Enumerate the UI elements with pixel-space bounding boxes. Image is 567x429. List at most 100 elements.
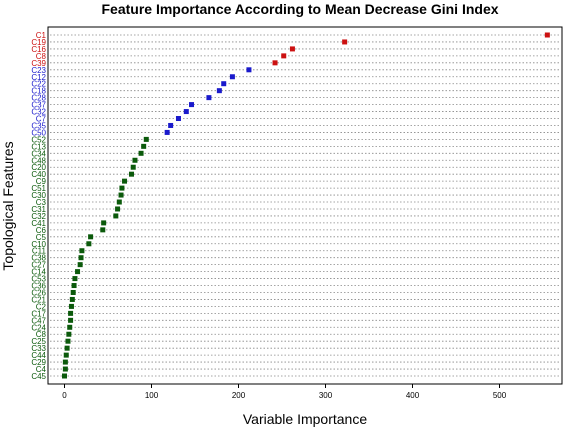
- data-point: [77, 262, 83, 268]
- category-label: C26: [31, 288, 46, 297]
- data-point: [544, 32, 550, 38]
- category-label: C25: [31, 337, 46, 346]
- data-point: [183, 109, 189, 115]
- category-label: C52: [31, 135, 46, 144]
- category-label: C11: [32, 247, 47, 256]
- data-point: [115, 206, 121, 212]
- category-label: C16: [31, 45, 46, 54]
- data-point: [189, 102, 195, 108]
- data-point: [246, 67, 252, 73]
- grid-lines: [50, 34, 560, 377]
- category-label: C29: [31, 358, 46, 367]
- category-label: C39: [31, 59, 46, 68]
- x-tick-label: 400: [406, 391, 420, 400]
- data-point: [132, 157, 138, 163]
- data-point: [281, 53, 287, 59]
- category-label: C36: [31, 282, 46, 291]
- category-label: C18: [31, 87, 46, 96]
- data-point: [122, 178, 128, 184]
- category-label: C14: [31, 268, 46, 277]
- y-axis-label: Topological Features: [0, 141, 16, 270]
- data-point: [216, 88, 222, 94]
- category-label: C8: [36, 52, 47, 61]
- data-point: [116, 199, 122, 205]
- data-point: [143, 136, 149, 142]
- data-point: [113, 213, 119, 219]
- data-point: [289, 46, 295, 52]
- data-point: [62, 359, 68, 365]
- category-label: C41: [31, 219, 46, 228]
- data-point: [68, 303, 74, 309]
- data-point: [86, 241, 92, 247]
- category-label: C7: [36, 115, 47, 124]
- data-point: [64, 345, 70, 351]
- y-axis-category-labels: C1C19C16C8C39C23C12C22C18C28C37C32C7C35C…: [31, 31, 46, 381]
- category-label: C34: [31, 149, 46, 158]
- category-label: C22: [31, 80, 46, 89]
- data-point: [168, 122, 174, 128]
- data-point: [62, 366, 68, 372]
- data-point: [175, 116, 181, 122]
- x-tick-label: 0: [62, 391, 67, 400]
- data-point: [164, 129, 170, 135]
- category-label: C35: [31, 121, 46, 130]
- x-tick-label: 500: [493, 391, 507, 400]
- category-label: C6: [36, 226, 47, 235]
- chart-title: Feature Importance According to Mean Dec…: [101, 1, 498, 17]
- category-label: C17: [31, 309, 46, 318]
- category-label: C32: [31, 212, 46, 221]
- category-label: C8: [36, 330, 47, 339]
- data-point: [72, 276, 78, 282]
- category-label: C23: [31, 66, 46, 75]
- category-label: C40: [31, 170, 46, 179]
- category-label: C32: [31, 108, 46, 117]
- data-point: [130, 164, 136, 170]
- category-label: C10: [31, 240, 46, 249]
- category-label: C51: [31, 184, 46, 193]
- category-label: C44: [31, 351, 46, 360]
- data-point: [70, 289, 76, 295]
- data-point: [67, 324, 73, 330]
- data-point: [79, 248, 85, 254]
- plot-frame: [47, 26, 563, 385]
- category-label: C9: [36, 177, 47, 186]
- data-point: [71, 283, 77, 289]
- data-point: [66, 331, 72, 337]
- data-point: [138, 150, 144, 156]
- category-label: C4: [36, 365, 47, 374]
- category-label: C48: [31, 156, 46, 165]
- data-point: [206, 95, 212, 101]
- data-point: [78, 255, 84, 261]
- category-label: C19: [31, 38, 46, 47]
- category-label: C12: [31, 73, 46, 82]
- category-label: C5: [36, 233, 47, 242]
- category-label: C24: [31, 323, 46, 332]
- category-label: C2: [36, 302, 47, 311]
- data-point: [342, 39, 348, 45]
- x-axis-label: Variable Importance: [243, 411, 367, 427]
- data-point: [141, 143, 147, 149]
- data-point: [68, 310, 74, 316]
- category-label: C28: [31, 94, 46, 103]
- data-point: [62, 373, 67, 379]
- category-label: C3: [36, 198, 47, 207]
- data-point: [118, 192, 124, 198]
- category-label: C21: [31, 295, 46, 304]
- category-label: C30: [31, 191, 46, 200]
- category-label: C27: [31, 261, 46, 270]
- data-point: [128, 171, 134, 177]
- data-point: [63, 352, 69, 358]
- x-tick-label: 100: [145, 391, 159, 400]
- x-tick-label: 200: [232, 391, 246, 400]
- data-point: [75, 269, 81, 275]
- data-point: [221, 81, 227, 87]
- x-axis: 0 100 200 300 400 500: [62, 384, 507, 400]
- category-label: C47: [31, 316, 46, 325]
- category-label: C45: [31, 372, 46, 381]
- data-point: [88, 234, 94, 240]
- category-label: C31: [31, 205, 46, 214]
- category-label: C50: [31, 128, 46, 137]
- category-label: C37: [31, 101, 46, 110]
- data-point: [229, 74, 235, 80]
